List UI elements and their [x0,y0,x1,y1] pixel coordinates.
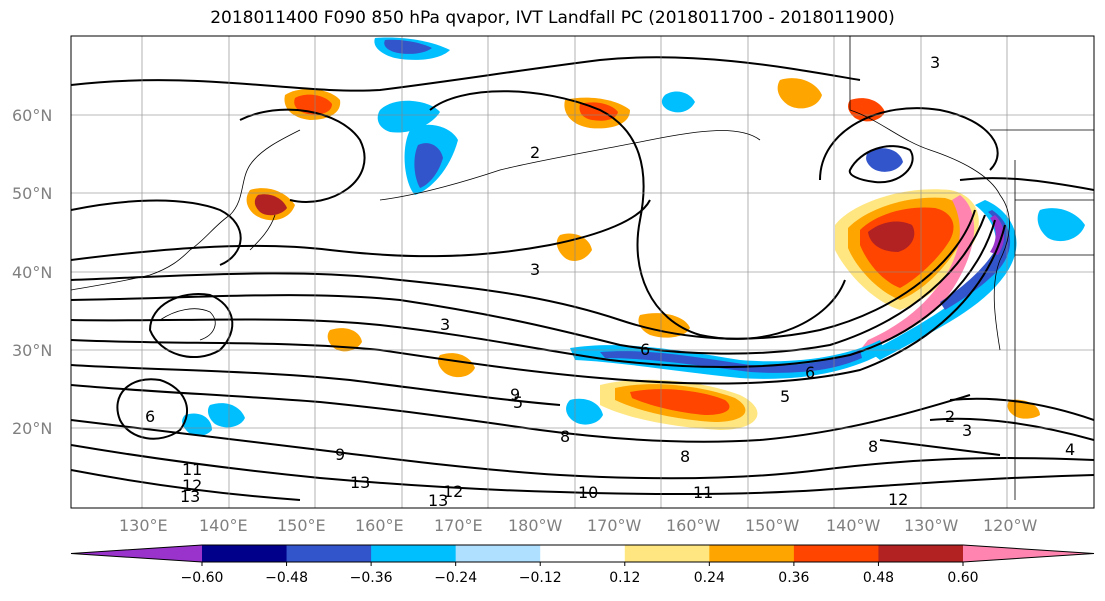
contour-label: 10 [578,483,598,502]
lon-label: 170°E [434,516,483,535]
contour-label: 13 [350,473,370,492]
colorbar-tick-label: 0.60 [947,570,978,586]
colorbar-swatch [878,545,964,562]
lon-label: 150°E [277,516,326,535]
lon-label: 130°E [119,516,168,535]
contour-label: 6 [640,340,650,359]
contour-label: 2 [530,143,540,162]
lat-label: 60°N [12,106,52,125]
contour-label: 2 [945,407,955,426]
colorbar-tick-label: −0.36 [350,570,393,586]
colorbar-tick-label: 0.36 [778,570,809,586]
colorbar-swatch [624,545,710,562]
colorbar-tick-label: −0.60 [181,570,224,586]
contour-label: 6 [145,407,155,426]
contour-label: 5 [780,387,790,406]
lon-label: 160°W [666,516,721,535]
contour-label: 9 [335,445,345,464]
colorbar-swatch [709,545,795,562]
colorbar-tick-label: 0.12 [609,570,640,586]
colorbar-swatch [793,545,879,562]
colorbar: −0.60 −0.48 −0.36 −0.24 −0.12 0.12 0.24 0.36 0.4… [70,544,1095,586]
lat-label: 20°N [12,419,52,438]
graticule [71,36,1094,508]
colorbar-swatch [202,545,288,562]
contour-label: 6 [805,363,815,382]
colorbar-tick-label: −0.48 [265,570,308,586]
contour-label: 3 [530,260,540,279]
contour-label: 3 [930,53,940,72]
colorbar-swatch [540,545,626,562]
contour-label: 12 [888,490,908,509]
contour-labels: 2 3 3 3 6 9 5 6 8 8 8 2 3 4 11 12 13 13 … [145,53,1075,510]
lat-labels: 60°N 50°N 40°N 30°N 20°N [12,106,52,438]
contour-label: 5 [513,393,523,412]
contour-label: 3 [962,421,972,440]
contour-label: 13 [428,491,448,510]
contour-label: 8 [680,447,690,466]
contour-label: 12 [443,482,463,501]
coastlines [71,36,1094,500]
contour-label: 9 [510,385,520,404]
colorbar-swatch [286,545,372,562]
lon-label: 130°W [904,516,959,535]
colorbar-tick-label: −0.12 [519,570,562,586]
contour-label: 3 [440,315,450,334]
map-title: 2018011400 F090 850 hPa qvapor, IVT Land… [210,8,895,28]
contour-label: 11 [693,483,713,502]
lat-label: 50°N [12,184,52,203]
colorbar-tick-label: 0.48 [863,570,894,586]
map-frame [70,35,1095,509]
lon-label: 160°E [355,516,404,535]
colorbar-swatch [71,545,202,562]
contour-label: 12 [182,476,202,495]
lon-label: 150°W [745,516,800,535]
lat-label: 30°N [12,341,52,360]
lon-label: 140°E [199,516,248,535]
contour-label: 4 [1065,440,1075,459]
shaded-field [182,37,1085,436]
colorbar-tick-label: −0.24 [434,570,477,586]
lon-label: 140°W [826,516,881,535]
colorbar-swatch [963,545,1094,562]
contour-label: 13 [180,487,200,506]
contour-label: 8 [868,437,878,456]
colorbar-swatch [455,545,541,562]
lon-label: 120°W [983,516,1038,535]
lon-label: 180°W [508,516,563,535]
contour-lines [71,56,1094,501]
colorbar-tick-label: 0.24 [694,570,725,586]
contour-label: 8 [560,427,570,446]
lat-label: 40°N [12,263,52,282]
colorbar-swatch [371,545,457,562]
lon-labels: 130°E 140°E 150°E 160°E 170°E 180°W 170°… [119,516,1038,535]
contour-label: 11 [182,460,202,479]
lon-label: 170°W [587,516,642,535]
